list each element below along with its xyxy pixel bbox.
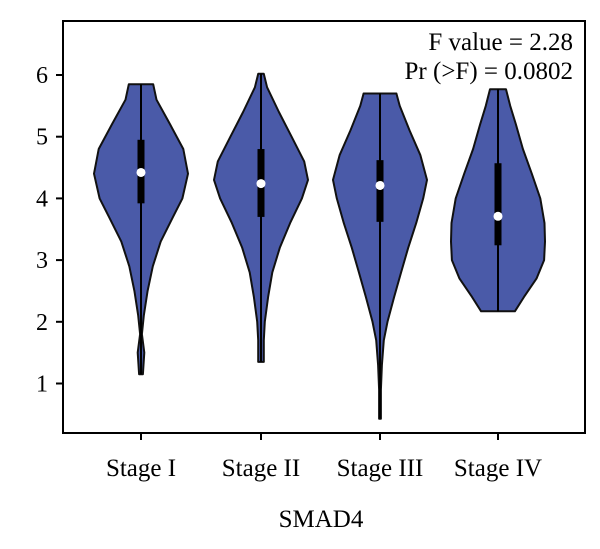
x-axis: Stage I Stage II Stage III Stage IV [106,433,542,482]
violin-median-dot [493,211,503,221]
y-tick-label: 5 [36,125,48,151]
violin-median-dot [256,179,266,189]
violin-median-dot [375,180,385,190]
x-tick-label: Stage IV [454,455,542,482]
x-tick-label: Stage III [337,455,424,482]
plot-frame [62,20,586,434]
violin-median-dot [136,167,146,177]
x-tick-label: Stage II [222,455,300,482]
y-tick-label: 3 [36,248,48,274]
y-tick-label: 6 [36,63,48,89]
f-value-annotation: F value = 2.28 [428,29,573,56]
violin-iqr-box [494,163,502,246]
violins-group [93,72,546,420]
x-tick-label: Stage I [106,455,176,482]
y-tick-label: 1 [36,372,48,398]
pr-f-annotation: Pr (>F) = 0.0802 [405,58,573,85]
y-axis: 1 2 3 4 5 6 [36,63,63,398]
x-axis-label: SMAD4 [279,506,364,533]
violin-iqr-box [376,160,384,222]
y-tick-label: 4 [36,186,48,212]
y-tick-label: 2 [36,310,48,336]
